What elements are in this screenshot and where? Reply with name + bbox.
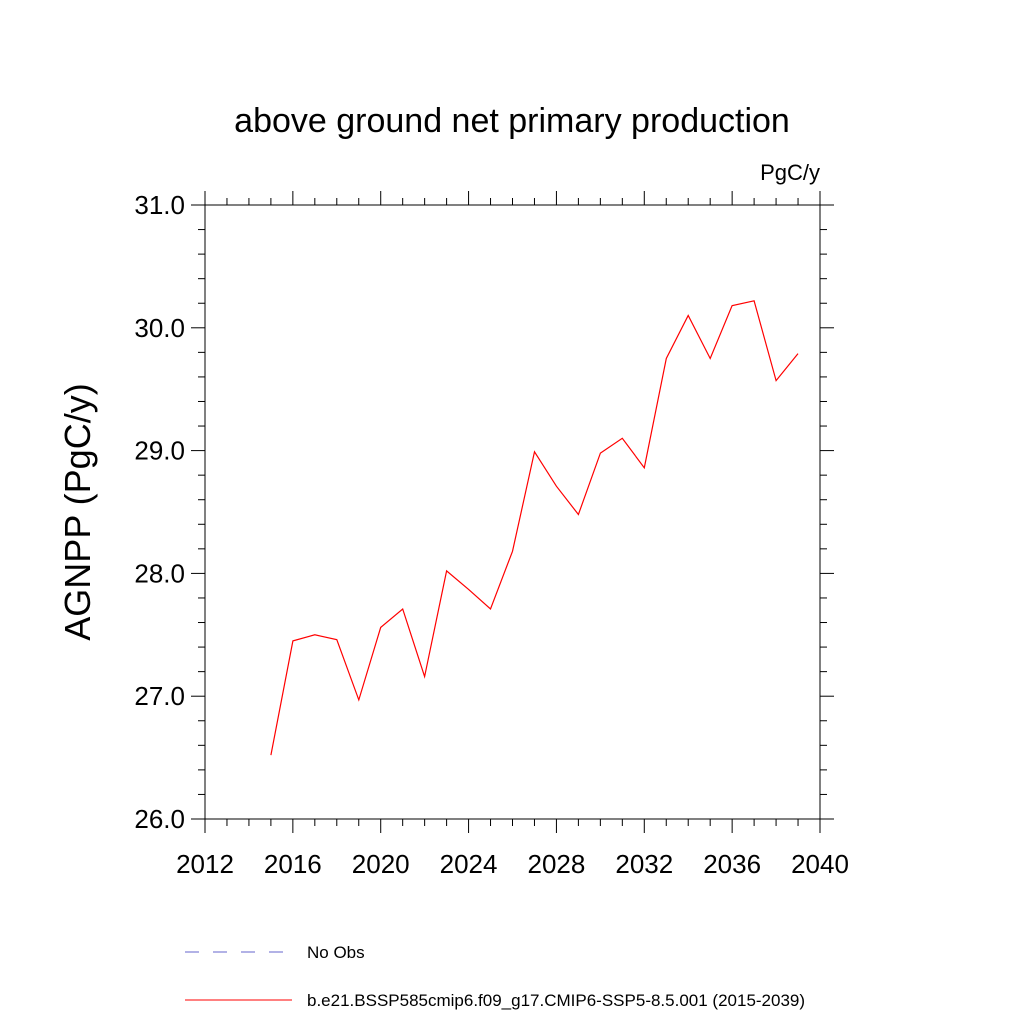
x-tick-label: 2020: [352, 849, 410, 879]
units-label: PgC/y: [760, 160, 820, 185]
y-axis-label: AGNPP (PgC/y): [57, 383, 98, 640]
x-tick-label: 2036: [703, 849, 761, 879]
x-tick-label: 2012: [176, 849, 234, 879]
x-tick-label: 2028: [528, 849, 586, 879]
x-tick-label: 2016: [264, 849, 322, 879]
plot-frame: [204, 204, 821, 820]
x-tick-label: 2040: [791, 849, 849, 879]
y-tick-label: 26.0: [134, 804, 185, 834]
y-tick-label: 31.0: [134, 190, 185, 220]
y-tick-label: 28.0: [134, 558, 185, 588]
y-tick-label: 27.0: [134, 681, 185, 711]
x-tick-label: 2032: [615, 849, 673, 879]
axis-tick-labels: 2012 2016 2020 2024 2028 2032 2036 2040 26.0 27.0…: [134, 190, 849, 879]
series-layer: [270, 300, 799, 756]
legend-label-1: b.e21.BSSP585cmip6.f09_g17.CMIP6-SSP5-8.…: [307, 991, 805, 1010]
x-tick-label: 2024: [440, 849, 498, 879]
y-tick-label: 29.0: [134, 436, 185, 466]
legend-label-0: No Obs: [307, 943, 365, 962]
y-tick-label: 30.0: [134, 313, 185, 343]
chart-title: above ground net primary production: [234, 102, 790, 140]
legend: No Obs b.e21.BSSP585cmip6.f09_g17.CMIP6-S…: [185, 943, 805, 1010]
series-line-0: [270, 300, 799, 756]
axis-ticks: [191, 191, 834, 833]
